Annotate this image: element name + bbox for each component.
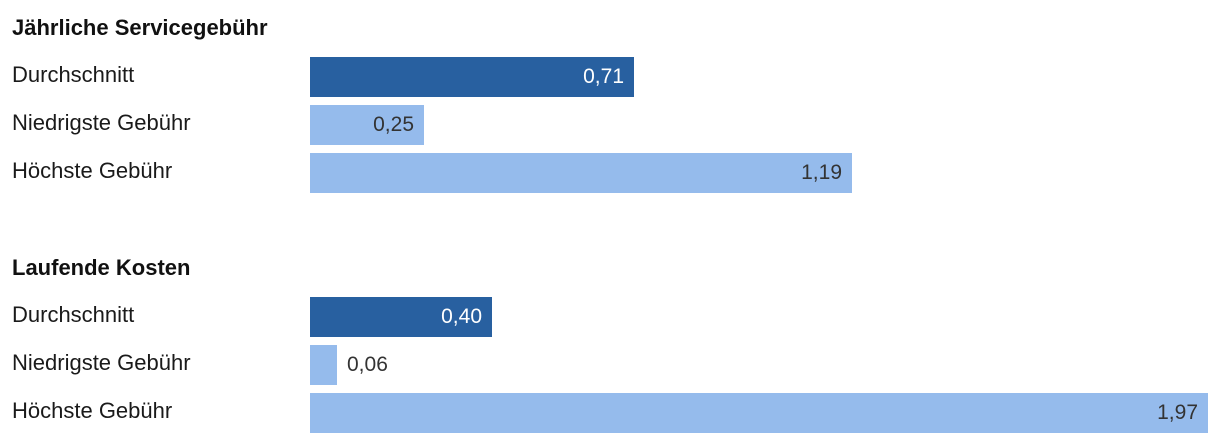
category-label: Durchschnitt <box>12 62 135 87</box>
bar <box>310 105 424 145</box>
bar <box>310 345 337 385</box>
group-title: Jährliche Servicegebühr <box>12 15 268 40</box>
category-label: Höchste Gebühr <box>12 398 173 423</box>
bar <box>310 57 634 97</box>
bar-value-label: 0,25 <box>373 113 414 136</box>
bar-value-label: 1,19 <box>801 161 842 184</box>
bar <box>310 393 1208 433</box>
bar-value-label: 0,71 <box>583 65 624 88</box>
bar <box>310 153 852 193</box>
category-label: Höchste Gebühr <box>12 158 173 183</box>
bar-value-label: 0,06 <box>347 353 388 376</box>
category-label: Niedrigste Gebühr <box>12 110 191 135</box>
group-title: Laufende Kosten <box>12 255 191 280</box>
bar-value-label: 0,40 <box>441 305 482 328</box>
bar-value-label: 1,97 <box>1157 401 1198 424</box>
category-label: Niedrigste Gebühr <box>12 350 191 375</box>
category-label: Durchschnitt <box>12 302 135 327</box>
bar <box>310 297 492 337</box>
